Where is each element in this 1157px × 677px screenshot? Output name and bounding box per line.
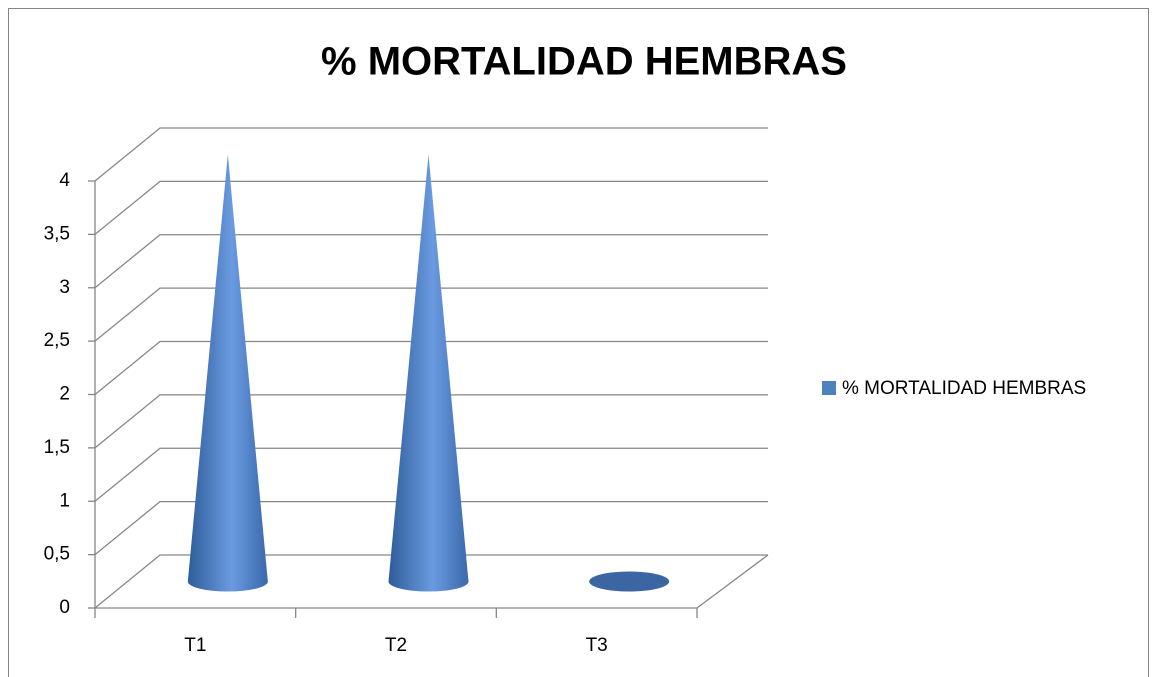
y-tick-label: 1 — [59, 490, 70, 511]
grid-line — [94, 447, 768, 502]
chart-border — [8, 8, 1149, 677]
grid-line — [94, 500, 768, 556]
grid-line — [94, 234, 768, 289]
x-tick-label: T1 — [184, 635, 206, 656]
grid-line — [94, 287, 768, 342]
y-tick-label: 0 — [59, 597, 70, 618]
grid-line — [94, 340, 768, 396]
y-tick-label: 4 — [59, 170, 70, 191]
grid-line — [94, 554, 768, 609]
x-tick-label: T2 — [385, 635, 407, 656]
cone — [388, 154, 469, 592]
legend-swatch — [822, 381, 836, 395]
y-tick-label: 2,5 — [44, 330, 70, 351]
y-tick-label: 3 — [59, 277, 70, 298]
y-tick-label: 0,5 — [44, 544, 70, 565]
chart-title: % MORTALIDAD HEMBRAS — [321, 40, 847, 84]
cone — [589, 571, 670, 592]
grid-line — [94, 180, 768, 235]
grid-line — [94, 127, 768, 182]
grid-line — [94, 394, 768, 449]
legend-label: % MORTALIDAD HEMBRAS — [842, 378, 1086, 399]
x-tick-label: T3 — [586, 635, 608, 656]
y-tick-label: 2 — [59, 384, 70, 405]
y-tick-label: 1,5 — [44, 437, 70, 458]
y-tick-label: 3,5 — [44, 223, 70, 244]
cone — [187, 154, 268, 592]
